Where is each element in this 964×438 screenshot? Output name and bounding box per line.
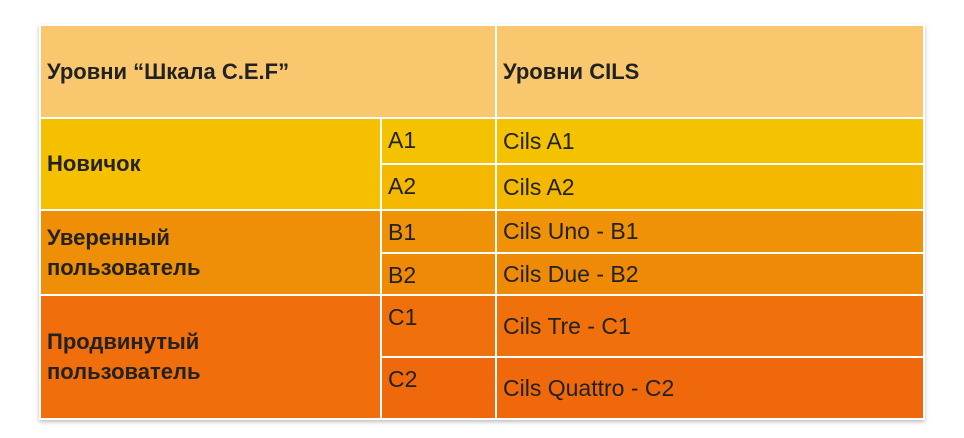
level-novice: Новичок: [39, 117, 382, 211]
cils-cell: Cils Due - B2: [495, 252, 925, 296]
cils-cell: Cils Tre - C1: [495, 294, 925, 358]
cils-cell: Cils A1: [495, 117, 925, 165]
code-cell: B1: [379, 209, 498, 254]
table-row: A2 Cils A2: [40, 163, 925, 211]
level-confident: Уверенный пользователь: [39, 209, 382, 296]
code-cell: B2: [379, 252, 498, 296]
header-cef: Уровни “Шкала C.E.F”: [38, 24, 498, 119]
table-row: Продвинутый пользователь C1 Cils Tre - C…: [39, 294, 925, 420]
table-row: C2 Cils Quattro - C2: [40, 356, 925, 420]
table-row: B2 Cils Due - B2: [40, 252, 925, 296]
cils-cell: Cils A2: [495, 163, 925, 211]
levels-table-grid: Уровни “Шкала C.E.F” Уровни CILS Новичок…: [38, 24, 925, 420]
cils-cell: Cils Uno - B1: [495, 209, 925, 254]
level-advanced: Продвинутый пользователь: [39, 294, 382, 420]
levels-table: Уровни “Шкала C.E.F” Уровни CILS Новичок…: [38, 24, 925, 420]
table-row: Уверенный пользователь B1 Cils Uno - B1: [39, 209, 925, 296]
header-cils: Уровни CILS: [495, 24, 925, 119]
level-line: Продвинутый: [47, 329, 200, 355]
code-cell: A2: [379, 163, 498, 211]
code-cell: C2: [379, 356, 498, 420]
cils-cell: Cils Quattro - C2: [495, 356, 925, 420]
level-line: пользователь: [47, 254, 201, 280]
table-row: Новичок A1 Cils A1: [39, 117, 925, 211]
code-cell: A1: [379, 117, 498, 165]
table-header-row: Уровни “Шкала C.E.F” Уровни CILS: [38, 24, 925, 119]
level-line: пользователь: [47, 359, 201, 384]
code-cell: C1: [379, 294, 498, 358]
level-line: Уверенный: [47, 224, 170, 250]
